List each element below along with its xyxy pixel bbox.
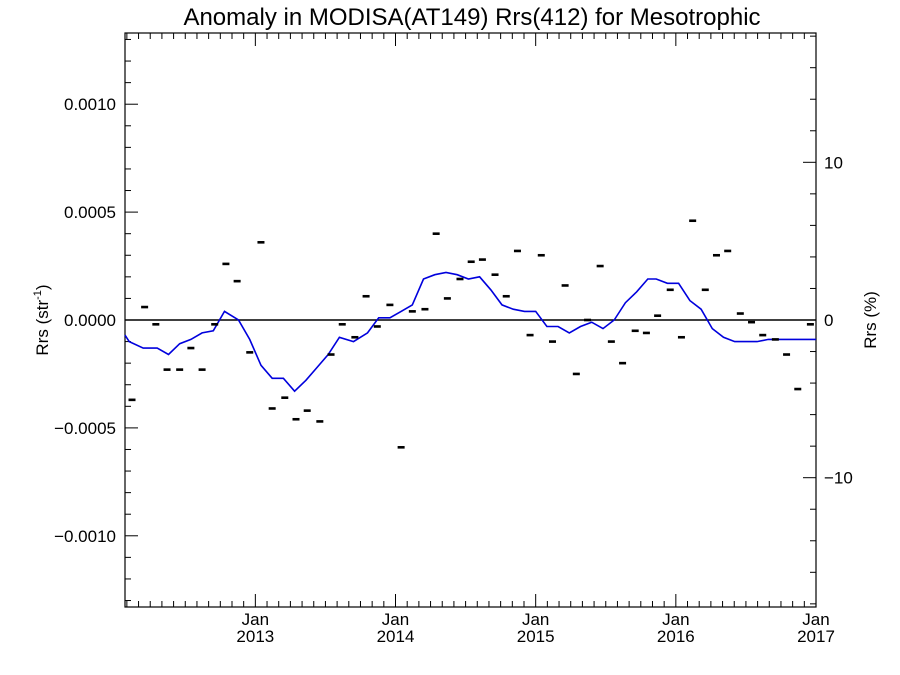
data-point bbox=[666, 288, 674, 292]
data-point bbox=[338, 323, 346, 326]
x-tick-label-year: 2015 bbox=[517, 627, 555, 646]
y-axis-right-label: Rrs (%) bbox=[861, 291, 880, 349]
x-tick-label-year: 2017 bbox=[797, 627, 835, 646]
data-point bbox=[513, 249, 521, 253]
y-axis-left-label-sup: -1 bbox=[32, 290, 44, 300]
data-point bbox=[654, 314, 662, 317]
data-point bbox=[128, 398, 136, 402]
data-point bbox=[292, 417, 300, 421]
data-point bbox=[572, 372, 580, 376]
data-point bbox=[222, 262, 230, 266]
x-tick-label-year: 2016 bbox=[657, 627, 695, 646]
y-left-tick-label: 0.0000 bbox=[64, 311, 116, 330]
y-right-tick-label: −10 bbox=[824, 469, 853, 488]
data-point bbox=[537, 253, 545, 257]
data-point bbox=[548, 340, 556, 343]
data-point bbox=[316, 420, 324, 423]
data-point bbox=[373, 325, 381, 328]
x-tick-label-month: Jan bbox=[522, 610, 549, 629]
data-point bbox=[736, 312, 744, 315]
data-point bbox=[351, 335, 359, 339]
data-point bbox=[491, 273, 499, 276]
data-point bbox=[677, 335, 685, 339]
data-point bbox=[607, 340, 615, 343]
data-point bbox=[187, 346, 195, 350]
x-tick-label-month: Jan bbox=[662, 610, 689, 629]
data-point bbox=[771, 338, 779, 341]
data-point bbox=[327, 353, 335, 356]
data-point bbox=[689, 219, 697, 223]
chart-title: Anomaly in MODISA(AT149) Rrs(412) for Me… bbox=[183, 4, 760, 31]
data-point bbox=[233, 279, 241, 283]
data-point bbox=[642, 331, 650, 335]
y-axis-left-label-close: ) bbox=[33, 284, 52, 290]
data-point bbox=[783, 353, 791, 356]
series-points bbox=[128, 219, 814, 449]
data-point bbox=[176, 368, 184, 371]
data-point bbox=[246, 351, 254, 354]
data-point bbox=[526, 333, 534, 337]
data-point bbox=[456, 277, 464, 281]
data-point bbox=[163, 368, 171, 371]
data-point bbox=[701, 288, 709, 292]
x-tick-label-year: 2013 bbox=[236, 627, 274, 646]
x-tick-label-year: 2014 bbox=[377, 627, 415, 646]
data-point bbox=[794, 387, 802, 391]
data-point bbox=[152, 323, 160, 326]
axis-ticks bbox=[125, 33, 817, 607]
data-point bbox=[397, 446, 405, 449]
y-left-tick-label: −0.0005 bbox=[54, 419, 116, 438]
data-point bbox=[619, 361, 627, 365]
y-axis-left-label: Rrs (str-1) bbox=[32, 284, 52, 355]
data-point bbox=[596, 264, 604, 268]
data-point bbox=[268, 407, 276, 410]
data-point bbox=[408, 310, 416, 313]
tick-labels: Jan2013Jan2014Jan2015Jan2016Jan20170.001… bbox=[54, 95, 853, 646]
data-point bbox=[806, 323, 814, 326]
data-point bbox=[443, 297, 451, 300]
x-tick-label-month: Jan bbox=[802, 610, 829, 629]
data-point bbox=[712, 253, 720, 257]
data-point bbox=[561, 284, 569, 287]
data-point bbox=[502, 294, 510, 298]
data-point bbox=[584, 318, 592, 322]
data-point bbox=[281, 396, 289, 399]
y-right-tick-label: 10 bbox=[824, 153, 843, 172]
data-point bbox=[724, 249, 732, 253]
series-line-smoothed bbox=[124, 271, 816, 393]
data-point bbox=[631, 329, 639, 333]
data-point bbox=[478, 258, 486, 261]
data-point bbox=[748, 320, 756, 324]
data-point bbox=[211, 323, 219, 326]
data-point bbox=[432, 232, 440, 235]
y-left-tick-label: 0.0005 bbox=[64, 203, 116, 222]
y-left-tick-label: −0.0010 bbox=[54, 527, 116, 546]
x-tick-label-month: Jan bbox=[242, 610, 269, 629]
data-point bbox=[362, 294, 370, 298]
data-point bbox=[257, 241, 265, 244]
data-point bbox=[759, 333, 767, 337]
data-point bbox=[386, 303, 394, 307]
data-point bbox=[198, 368, 206, 371]
y-left-tick-label: 0.0010 bbox=[64, 95, 116, 114]
data-point bbox=[421, 307, 429, 311]
data-point bbox=[303, 409, 311, 412]
y-right-tick-label: 0 bbox=[824, 311, 833, 330]
data-point bbox=[467, 260, 475, 264]
data-point bbox=[141, 305, 149, 309]
x-tick-label-month: Jan bbox=[382, 610, 409, 629]
